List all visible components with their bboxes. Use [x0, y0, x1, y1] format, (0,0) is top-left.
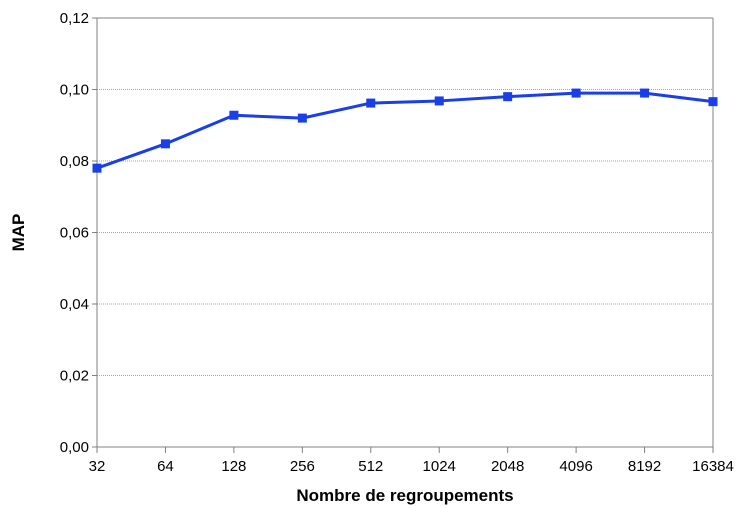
y-tick-label: 0,04	[60, 296, 89, 313]
y-tick-label: 0,08	[60, 153, 89, 170]
y-tick-label: 0,10	[60, 82, 89, 99]
y-tick-label: 0,12	[60, 10, 89, 27]
y-tick-labels: 0,00 0,02 0,04 0,06 0,08 0,10 0,12	[60, 10, 89, 456]
x-tick-label: 4096	[559, 458, 592, 475]
x-axis-title: Nombre de regroupements	[296, 486, 513, 505]
data-point-marker	[92, 163, 102, 173]
data-point-marker	[297, 113, 307, 123]
x-tick-label: 32	[89, 458, 106, 475]
y-tick-label: 0,00	[60, 439, 89, 456]
data-point-marker	[503, 92, 513, 102]
data-point-marker	[434, 96, 444, 106]
x-tick-label: 512	[358, 458, 383, 475]
x-tick-label: 8192	[628, 458, 661, 475]
x-tick-label: 128	[221, 458, 246, 475]
x-tick-label: 2048	[491, 458, 524, 475]
series	[92, 88, 718, 173]
data-point-marker	[571, 88, 581, 98]
x-tick-label: 16384	[692, 458, 734, 475]
x-tick-label: 64	[157, 458, 174, 475]
data-point-marker	[366, 98, 376, 108]
axes	[92, 17, 714, 453]
x-tick-label: 256	[290, 458, 315, 475]
y-axis-title: MAP	[9, 214, 28, 252]
data-point-marker	[708, 97, 718, 107]
y-tick-label: 0,06	[60, 225, 89, 242]
y-tick-label: 0,02	[60, 368, 89, 385]
x-tick-label: 1024	[423, 458, 456, 475]
series-line	[96, 91, 714, 170]
data-point-marker	[640, 88, 650, 98]
gridlines	[97, 17, 713, 376]
x-tick-labels: 32 64 128 256 512 1024 2048 4096 8192 16384	[89, 458, 734, 475]
data-point-marker	[160, 139, 170, 149]
data-point-marker	[229, 110, 239, 120]
